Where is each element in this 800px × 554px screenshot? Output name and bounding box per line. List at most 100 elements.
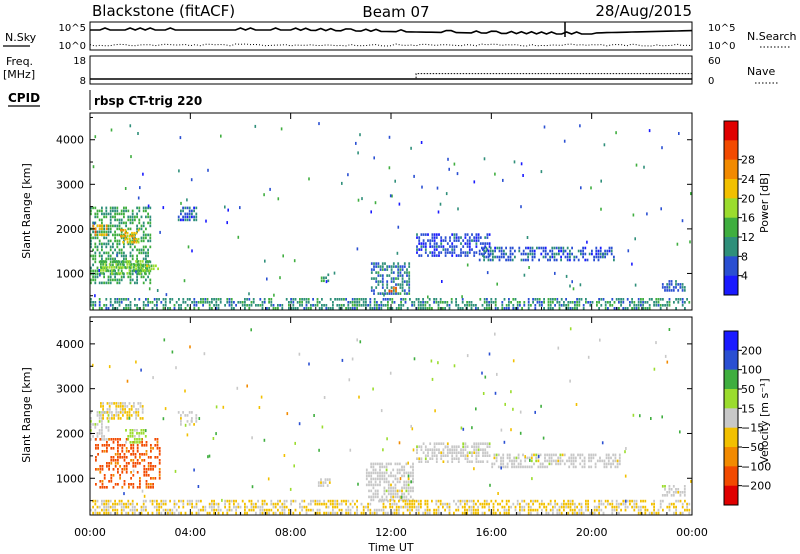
range-cell	[527, 502, 530, 506]
range-cell	[595, 255, 598, 259]
range-cell	[635, 505, 638, 509]
range-cell	[420, 233, 423, 236]
range-cell	[475, 245, 478, 248]
range-cell	[475, 502, 477, 506]
range-cell	[597, 249, 600, 253]
range-cell	[486, 442, 489, 445]
colorbar-tick-label: 16	[741, 212, 755, 225]
range-cell	[418, 457, 421, 460]
range-cell	[127, 304, 130, 307]
range-cell	[152, 468, 154, 471]
range-cell	[372, 498, 375, 502]
range-cell	[151, 511, 154, 515]
range-cell	[431, 236, 434, 239]
range-cell	[446, 502, 449, 506]
range-cell	[158, 468, 161, 471]
colorbar-segment	[724, 140, 738, 160]
echo-cell	[266, 277, 268, 281]
range-cell	[180, 218, 182, 222]
range-cell	[145, 499, 147, 503]
range-cell	[373, 289, 375, 292]
range-cell	[451, 457, 454, 460]
range-cell	[666, 505, 669, 509]
freq-tick-low: 8	[80, 76, 86, 87]
range-cell	[475, 233, 478, 236]
range-cell	[191, 215, 193, 219]
range-cell	[688, 508, 691, 512]
range-cell	[109, 301, 112, 304]
range-cell	[177, 215, 180, 219]
range-cell	[424, 445, 427, 448]
range-cell	[128, 408, 131, 411]
range-cell	[277, 304, 279, 307]
range-cell	[123, 444, 126, 447]
range-cell	[217, 304, 220, 307]
range-cell	[577, 249, 580, 253]
range-cell	[471, 460, 473, 463]
range-cell	[569, 301, 572, 304]
echo-cell	[191, 249, 193, 253]
echo-cell	[130, 155, 132, 159]
range-cell	[397, 268, 400, 271]
range-cell	[211, 301, 213, 304]
range-cell	[424, 307, 427, 310]
range-cell	[230, 298, 233, 301]
range-cell	[171, 298, 174, 301]
range-cell	[102, 272, 104, 275]
range-cell	[569, 508, 572, 512]
range-cell	[272, 307, 275, 310]
range-cell	[147, 465, 150, 468]
range-cell	[131, 272, 134, 276]
range-cell	[147, 221, 149, 225]
range-cell	[106, 486, 108, 489]
range-cell	[395, 307, 398, 310]
echo-cell	[635, 163, 638, 167]
range-cell	[593, 505, 596, 509]
echo-cell	[475, 407, 477, 411]
range-cell	[398, 307, 400, 310]
range-cell	[681, 283, 684, 286]
range-cell	[230, 508, 233, 512]
range-cell	[466, 245, 469, 248]
range-cell	[100, 402, 102, 405]
range-cell	[130, 263, 133, 266]
range-cell	[230, 304, 233, 307]
range-cell	[114, 301, 116, 304]
range-cell	[385, 462, 388, 466]
range-cell	[395, 505, 398, 509]
range-cell	[681, 301, 684, 304]
range-cell	[279, 304, 281, 307]
range-cell	[208, 304, 211, 307]
noise-left-tick-low: 10^0	[59, 41, 86, 52]
range-cell	[114, 218, 116, 222]
range-cell	[103, 230, 105, 234]
range-cell	[390, 495, 392, 499]
range-cell	[417, 304, 420, 307]
range-cell	[138, 307, 141, 310]
range-cell	[681, 286, 684, 289]
echo-cell	[380, 409, 383, 413]
range-cell	[644, 301, 647, 304]
range-cell	[92, 221, 94, 225]
range-cell	[153, 499, 156, 503]
range-cell	[392, 492, 395, 496]
range-cell	[105, 260, 108, 264]
range-cell	[148, 260, 151, 263]
range-cell	[616, 459, 619, 463]
range-cell	[399, 283, 402, 286]
echo-cell	[187, 245, 190, 249]
range-cell	[614, 459, 617, 463]
range-cell	[336, 499, 339, 503]
range-cell	[390, 271, 393, 274]
echo-cell	[497, 492, 499, 495]
range-cell	[178, 511, 180, 515]
echo-cell	[205, 219, 207, 223]
range-cell	[399, 271, 402, 274]
range-cell	[422, 511, 424, 515]
echo-cell	[236, 386, 239, 390]
range-cell	[94, 221, 97, 225]
range-cell	[477, 511, 479, 515]
range-cell	[140, 272, 143, 276]
range-cell	[164, 304, 167, 307]
range-cell	[141, 260, 144, 263]
